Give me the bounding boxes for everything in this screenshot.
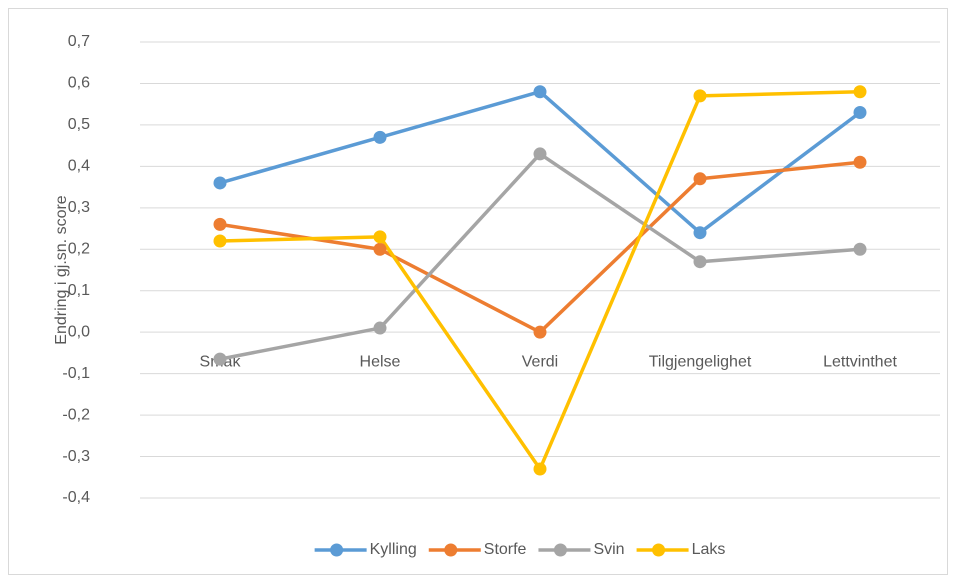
data-point — [853, 155, 867, 169]
data-point — [213, 176, 227, 190]
legend-marker — [330, 543, 344, 557]
x-tick-label: Tilgjengelighet — [649, 353, 752, 370]
y-tick-label: 0,5 — [68, 116, 90, 133]
legend-label: Svin — [593, 541, 624, 558]
legend-label: Storfe — [484, 541, 527, 558]
x-tick-label: Helse — [360, 353, 401, 370]
data-point — [373, 321, 387, 335]
legend-marker — [553, 543, 567, 557]
data-point — [853, 105, 867, 119]
data-point — [373, 130, 387, 144]
legend-label: Kylling — [370, 541, 417, 558]
data-point — [533, 147, 547, 161]
data-point — [533, 462, 547, 476]
y-tick-label: 0,6 — [68, 75, 90, 92]
x-tick-label: Verdi — [522, 353, 558, 370]
y-tick-label: 0,2 — [68, 240, 90, 257]
chart-border — [8, 8, 948, 575]
data-point — [533, 85, 547, 99]
data-point — [213, 234, 227, 248]
legend-marker — [444, 543, 458, 557]
x-tick-label: Lettvinthet — [823, 353, 897, 370]
data-point — [373, 242, 387, 256]
y-tick-label: -0,1 — [62, 365, 90, 382]
y-tick-label: -0,2 — [62, 406, 90, 423]
y-tick-label: 0,3 — [68, 199, 90, 216]
data-point — [693, 255, 707, 269]
y-tick-label: -0,4 — [62, 489, 90, 506]
legend: Kylling Storfe Svin Laks — [314, 541, 726, 558]
y-tick-label: -0,3 — [62, 448, 90, 465]
y-tick-label: 0,7 — [68, 33, 90, 50]
legend-marker — [652, 543, 666, 557]
data-point — [853, 85, 867, 99]
data-point — [693, 172, 707, 186]
data-point — [693, 89, 707, 103]
y-tick-label: 0,1 — [68, 282, 90, 299]
y-tick-label: 0,0 — [68, 323, 90, 340]
data-point — [693, 226, 707, 240]
data-point — [213, 217, 227, 231]
legend-label: Laks — [692, 541, 726, 558]
data-point — [533, 325, 547, 339]
data-point — [853, 242, 867, 256]
y-tick-label: 0,4 — [68, 158, 90, 175]
data-point — [373, 230, 387, 244]
data-point — [213, 352, 227, 366]
y-axis-title: Endring i gj.sn. score — [53, 195, 70, 345]
